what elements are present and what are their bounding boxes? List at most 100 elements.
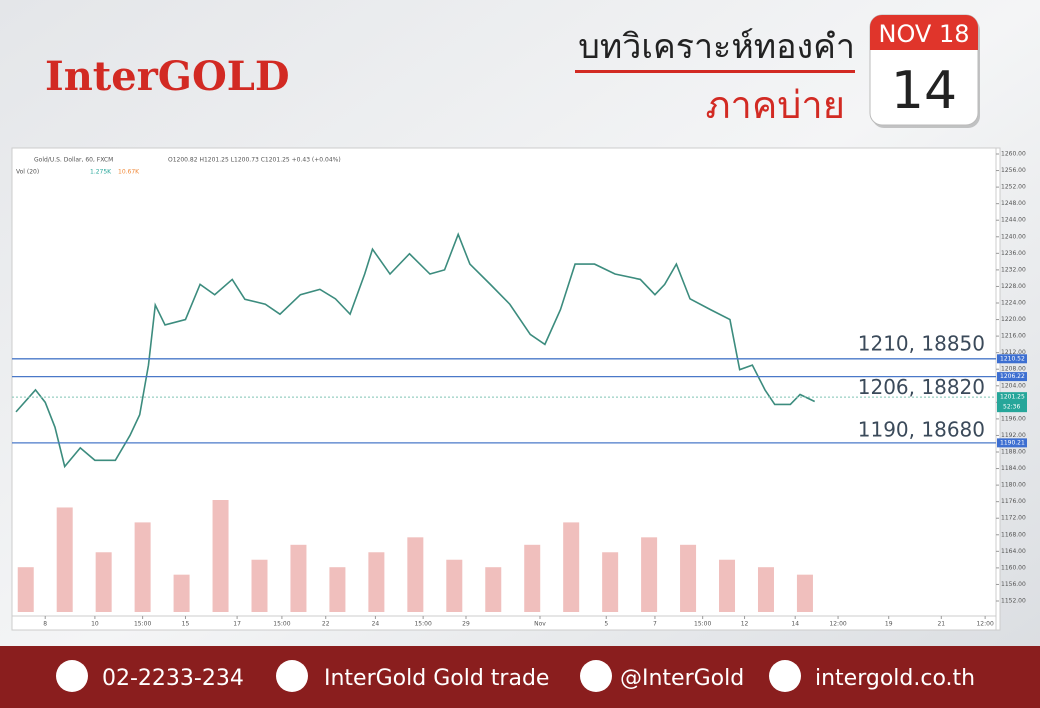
volume-bar <box>757 567 774 612</box>
x-tick-label: 14 <box>791 621 799 628</box>
chart-panel <box>12 148 1000 630</box>
y-tick-label: 1228.00 <box>1001 283 1026 290</box>
countdown: 52:36 <box>1003 404 1020 411</box>
calendar-month: NOV 18 <box>878 20 969 48</box>
volume-bar <box>134 522 151 612</box>
volume-bar <box>641 537 658 612</box>
calendar-top <box>870 15 978 50</box>
y-tick-label: 1192.00 <box>1001 432 1026 439</box>
volume-bar <box>251 559 268 612</box>
x-tick-label: Nov <box>534 621 546 628</box>
y-tick-label: 1260.00 <box>1001 151 1026 158</box>
y-tick-label: 1252.00 <box>1001 184 1026 191</box>
x-tick-label: 15:00 <box>273 621 290 628</box>
volume-bar <box>17 567 34 612</box>
volume-bar <box>407 537 424 612</box>
volume-bar <box>680 544 697 612</box>
calendar-day: 14 <box>891 61 957 121</box>
x-tick-label: 15 <box>182 621 190 628</box>
x-tick-label: 12:00 <box>976 621 993 628</box>
level-note: 1206, 18820 <box>858 375 985 399</box>
volume-bar <box>602 552 619 612</box>
ohlc: O1200.82 H1201.25 L1200.73 C1201.25 +0.4… <box>168 157 341 164</box>
level-tag <box>997 354 1027 364</box>
volume-ma: 10.67K <box>118 169 140 176</box>
chart-title: Gold/U.S. Dollar, 60, FXCM <box>34 157 113 164</box>
footer-phone: 02-2233-234 <box>102 666 244 691</box>
volume-bar <box>329 567 346 612</box>
y-tick-label: 1172.00 <box>1001 515 1026 522</box>
level-tag-label: 1206.22 <box>1000 373 1025 380</box>
facebook-icon <box>276 660 308 692</box>
y-tick-label: 1240.00 <box>1001 233 1026 240</box>
volume-reading: 1.275K <box>90 169 112 176</box>
heading-rule <box>575 70 855 73</box>
footer-facebook: InterGold Gold trade <box>324 666 549 691</box>
x-tick-label: 17 <box>233 621 241 628</box>
volume-bar <box>368 552 385 612</box>
x-tick-label: 12 <box>741 621 749 628</box>
x-tick-label: 29 <box>462 621 470 628</box>
volume-bar <box>446 559 463 612</box>
last-price-tag <box>997 392 1027 413</box>
y-tick-label: 1188.00 <box>1001 449 1026 456</box>
level-tag-label: 1190.21 <box>1000 439 1025 446</box>
level-note: 1190, 18680 <box>858 417 985 441</box>
y-tick-label: 1176.00 <box>1001 498 1026 505</box>
x-tick-label: 21 <box>937 621 945 628</box>
footer-line: @InterGold <box>620 666 744 691</box>
x-tick-label: 12:00 <box>829 621 846 628</box>
level-tag-label: 1210.52 <box>1000 355 1025 362</box>
y-tick-label: 1224.00 <box>1001 300 1026 307</box>
y-tick-label: 1160.00 <box>1001 564 1026 571</box>
y-tick-label: 1236.00 <box>1001 250 1026 257</box>
price-line <box>15 232 816 469</box>
level-tag <box>997 438 1027 448</box>
x-tick-label: 8 <box>43 621 47 628</box>
y-tick-label: 1196.00 <box>1001 415 1026 422</box>
y-tick-label: 1232.00 <box>1001 266 1026 273</box>
y-tick-label: 1180.00 <box>1001 482 1026 489</box>
footer-website: intergold.co.th <box>815 666 975 691</box>
volume-bar <box>563 522 580 612</box>
x-tick-label: 5 <box>604 621 608 628</box>
y-tick-label: 1152.00 <box>1001 598 1026 605</box>
heading: บทวิเคราะห์ทองคำ <box>578 27 855 67</box>
level-note: 1210, 18850 <box>858 331 985 355</box>
y-tick-label: 1248.00 <box>1001 200 1026 207</box>
volume-bar <box>290 544 307 612</box>
y-tick-label: 1184.00 <box>1001 465 1026 472</box>
y-tick-label: 1156.00 <box>1001 581 1026 588</box>
volume-bar <box>796 574 813 612</box>
level-tag <box>997 372 1027 382</box>
x-tick-label: 15:00 <box>134 621 151 628</box>
line-icon <box>580 660 612 692</box>
x-tick-label: 7 <box>653 621 657 628</box>
volume-bar <box>212 500 229 612</box>
volume-bar <box>56 507 73 612</box>
volume-bar <box>524 544 541 612</box>
globe-icon <box>769 660 801 692</box>
x-tick-label: 19 <box>885 621 893 628</box>
y-tick-label: 1216.00 <box>1001 333 1026 340</box>
y-tick-label: 1244.00 <box>1001 217 1026 224</box>
y-tick-label: 1164.00 <box>1001 548 1026 555</box>
y-tick-label: 1208.00 <box>1001 366 1026 373</box>
x-tick-label: 15:00 <box>694 621 711 628</box>
brand-logo: InterGOLD <box>45 53 290 100</box>
footer-bar <box>0 646 1040 708</box>
y-tick-label: 1212.00 <box>1001 349 1026 356</box>
volume-bar <box>719 559 736 612</box>
chart-frame <box>11 147 1001 631</box>
calendar: NOV 18 14 <box>869 14 980 128</box>
x-tick-label: 10 <box>91 621 99 628</box>
last-price-label: 1201.25 <box>1000 394 1025 401</box>
x-tick-label: 24 <box>372 621 380 628</box>
phone-icon <box>56 660 88 692</box>
volume-bar <box>95 552 112 612</box>
y-tick-label: 1204.00 <box>1001 382 1026 389</box>
x-tick-label: 15:00 <box>414 621 431 628</box>
volume-title: Vol (20) <box>16 169 39 176</box>
